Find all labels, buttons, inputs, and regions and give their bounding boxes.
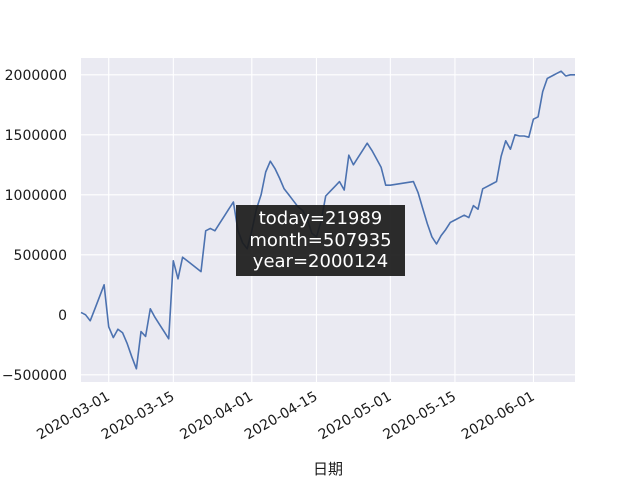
y-tick-label: −500000 (2, 368, 67, 384)
x-tick-label: 2020-06-01 (459, 389, 537, 444)
tooltip-today: today=21989 (258, 208, 383, 229)
x-tick-label: 2020-05-01 (316, 389, 394, 444)
y-tick-label: 500000 (14, 248, 67, 264)
x-tick-label: 2020-04-01 (177, 389, 255, 444)
x-axis-title: 日期 (313, 460, 343, 478)
tooltip-year: year=2000124 (252, 251, 389, 272)
x-tick-label: 2020-04-15 (242, 389, 320, 444)
y-tick-label: 2000000 (5, 68, 67, 84)
y-axis: −500000 0 500000 1000000 1500000 2000000 (2, 68, 67, 384)
x-tick-label: 2020-05-15 (380, 389, 458, 444)
x-tick-label: 2020-03-15 (99, 389, 177, 444)
y-tick-label: 1000000 (5, 188, 67, 204)
x-tick-label: 2020-03-01 (34, 389, 112, 444)
hover-tooltip: today=21989 month=507935 year=2000124 (236, 205, 405, 276)
tooltip-month: month=507935 (249, 229, 392, 251)
y-tick-label: 0 (58, 308, 67, 324)
y-tick-label: 1500000 (5, 128, 67, 144)
